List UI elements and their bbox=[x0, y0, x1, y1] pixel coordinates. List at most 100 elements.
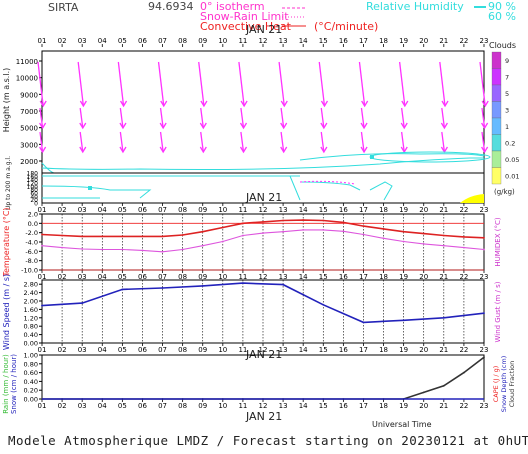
clouds-swatch-0.2 bbox=[491, 134, 502, 152]
p3-point-1-21 bbox=[442, 244, 445, 247]
x-tick-label-23: 23 bbox=[480, 402, 489, 410]
height-tick-label-3000: 3000 bbox=[20, 141, 38, 149]
x-tick-label-06: 06 bbox=[138, 37, 147, 45]
x-tick-label-03: 03 bbox=[78, 273, 87, 281]
legend-rh-90: 90 % bbox=[488, 0, 516, 13]
p3-point-0-13 bbox=[282, 219, 284, 222]
wind-arrowhead-23-0 bbox=[481, 100, 489, 108]
wind-arrowhead-15-1 bbox=[320, 122, 328, 130]
p4-tick-label-1.60: 1.60 bbox=[24, 306, 38, 314]
wind-arrow-13-2 bbox=[280, 131, 285, 153]
p3-point-0-16 bbox=[342, 221, 345, 224]
wind-arrowhead-09-2 bbox=[199, 146, 207, 154]
wind-arrowhead-05-1 bbox=[119, 122, 127, 130]
wind-arrow-23-2 bbox=[481, 131, 486, 153]
x-tick-label-10: 10 bbox=[218, 402, 227, 410]
x-tick-label-18: 18 bbox=[379, 346, 388, 354]
p4-point-0-05 bbox=[121, 288, 124, 291]
x-tick-label-05: 05 bbox=[118, 273, 127, 281]
wind-arrowhead-07-1 bbox=[159, 122, 167, 130]
x-tick-label-04: 04 bbox=[98, 37, 107, 45]
x-tick-label-06: 06 bbox=[138, 402, 147, 410]
boundary-tick-label-80: 80 bbox=[30, 187, 38, 194]
clouds-swatch-3 bbox=[491, 101, 502, 119]
boundary-tick-label-100: 100 bbox=[27, 184, 39, 191]
wind-arrow-11-2 bbox=[240, 131, 245, 153]
x-tick-label-14: 14 bbox=[299, 37, 308, 45]
x-tick-label-19: 19 bbox=[399, 346, 408, 354]
x-tick-label-21: 21 bbox=[439, 402, 448, 410]
boundary-tick-label-0: 0 bbox=[34, 201, 38, 208]
x-tick-label-14: 14 bbox=[299, 346, 308, 354]
p4-point-0-03 bbox=[81, 302, 84, 304]
x-tick-label-20: 20 bbox=[419, 206, 428, 214]
x-tick-label-18: 18 bbox=[379, 402, 388, 410]
p3-point-1-16 bbox=[342, 230, 345, 233]
x-tick-label-13: 13 bbox=[279, 206, 288, 214]
x-tick-label-19: 19 bbox=[399, 206, 408, 214]
wind-arrow-19-2 bbox=[400, 131, 405, 153]
x-tick-label-22: 22 bbox=[459, 206, 468, 214]
x-tick-label-04: 04 bbox=[98, 206, 107, 214]
wind-arrow-23-0 bbox=[479, 61, 486, 107]
x-tick-label-21: 21 bbox=[439, 273, 448, 281]
x-tick-label-06: 06 bbox=[138, 206, 147, 214]
wind-arrowhead-03-2 bbox=[79, 146, 87, 154]
x-tick-label-17: 17 bbox=[359, 402, 368, 410]
wind-arrowhead-07-0 bbox=[160, 100, 168, 108]
wind-arrowhead-19-1 bbox=[400, 122, 408, 130]
p4-point-0-19 bbox=[402, 319, 405, 322]
wind-arrowhead-21-1 bbox=[440, 122, 448, 130]
humidex-axis-label: HUMIDEX (°C) bbox=[494, 217, 502, 266]
p4-tick-label-2.00: 2.00 bbox=[24, 298, 38, 306]
boundary-tick-label-40: 40 bbox=[30, 194, 38, 201]
height-tick-label-7000: 7000 bbox=[20, 108, 38, 116]
p5-point-0-22 bbox=[463, 371, 465, 374]
p3-point-1-13 bbox=[282, 230, 284, 233]
wind-arrowhead-15-0 bbox=[320, 100, 329, 108]
wind-arrow-13-1 bbox=[280, 107, 285, 129]
x-tick-label-04: 04 bbox=[98, 402, 107, 410]
x-tick-label-05: 05 bbox=[118, 206, 127, 214]
p3-point-0-15 bbox=[322, 219, 325, 222]
date-label-top: JAN 21 bbox=[245, 23, 282, 36]
x-tick-label-16: 16 bbox=[339, 402, 348, 410]
x-tick-label-08: 08 bbox=[178, 273, 187, 281]
x-tick-label-05: 05 bbox=[118, 346, 127, 354]
p3-point-0-18 bbox=[382, 228, 385, 230]
p3-point-0-23 bbox=[483, 236, 485, 239]
p3-point-0-14 bbox=[302, 219, 305, 221]
x-tick-label-01: 01 bbox=[38, 206, 47, 214]
p3-point-1-01 bbox=[41, 244, 43, 247]
p3-point-1-20 bbox=[422, 242, 425, 245]
x-tick-label-04: 04 bbox=[98, 273, 107, 281]
height-tick-label-5000: 5000 bbox=[20, 125, 38, 133]
legend-rh-60: 60 % bbox=[488, 10, 516, 23]
p3-point-1-22 bbox=[463, 246, 465, 249]
x-tick-label-02: 02 bbox=[58, 273, 67, 281]
wind-arrow-05-2 bbox=[119, 131, 124, 153]
p5-point-0-23 bbox=[483, 356, 485, 359]
x-tick-label-07: 07 bbox=[158, 206, 167, 214]
p4-point-0-13 bbox=[282, 283, 284, 286]
p4-tick-label-0.80: 0.80 bbox=[24, 323, 38, 331]
p5-tick-label-1.00: 1.00 bbox=[24, 352, 38, 360]
p4-tick-label-1.20: 1.20 bbox=[24, 314, 38, 322]
wind-arrow-03-1 bbox=[79, 107, 84, 129]
x-tick-label-23: 23 bbox=[480, 273, 489, 281]
x-tick-label-20: 20 bbox=[419, 273, 428, 281]
p3-tick-label--4.0: -4.0 bbox=[25, 239, 38, 247]
wind-arrow-11-1 bbox=[240, 107, 245, 129]
x-tick-label-02: 02 bbox=[58, 206, 67, 214]
x-tick-label-11: 11 bbox=[238, 402, 247, 410]
x-tick-label-12: 12 bbox=[259, 273, 268, 281]
clouds-level-3: 3 bbox=[505, 106, 509, 114]
x-tick-label-13: 13 bbox=[279, 273, 288, 281]
x-tick-label-07: 07 bbox=[158, 402, 167, 410]
p3-point-1-17 bbox=[362, 233, 365, 236]
snow-axis-label: Snow (cm / hour) bbox=[10, 354, 18, 414]
x-tick-label-07: 07 bbox=[158, 273, 167, 281]
clouds-swatch-0.05 bbox=[491, 150, 502, 168]
wind-arrow-07-0 bbox=[157, 61, 165, 107]
